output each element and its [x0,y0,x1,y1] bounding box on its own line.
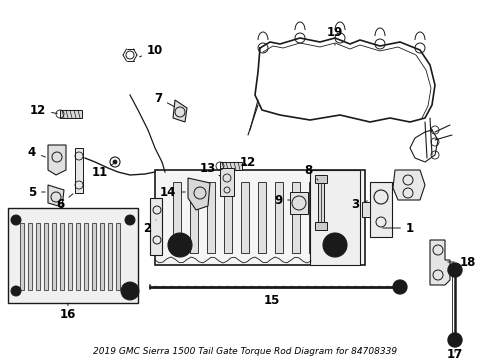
Circle shape [452,267,458,273]
Text: 1: 1 [383,221,414,234]
Bar [150,198,162,255]
Polygon shape [173,100,187,122]
Circle shape [393,280,407,294]
Text: 13: 13 [200,162,220,176]
Text: 5: 5 [28,185,45,198]
Text: 2: 2 [143,220,156,234]
Text: 4: 4 [28,145,46,158]
Text: 7: 7 [154,91,174,107]
Text: 3: 3 [351,198,368,211]
Circle shape [168,233,192,257]
Text: 11: 11 [92,164,113,179]
Circle shape [121,282,139,300]
Circle shape [448,263,462,277]
Bar [275,182,283,253]
Text: 2019 GMC Sierra 1500 Tail Gate Torque Rod Diagram for 84708339: 2019 GMC Sierra 1500 Tail Gate Torque Ro… [93,347,397,356]
Bar [290,192,308,214]
Circle shape [11,215,21,225]
Polygon shape [48,145,66,175]
Bar [60,110,82,118]
Circle shape [113,160,117,164]
Text: 14: 14 [160,185,185,198]
Bar [155,170,365,265]
Bar [75,148,83,193]
Bar [100,223,104,290]
Bar [84,223,88,290]
Bar [309,182,317,253]
Bar [173,182,181,253]
Bar [315,175,327,183]
Bar [207,182,215,253]
Text: 6: 6 [56,194,73,211]
Bar [292,182,300,253]
Bar [220,162,242,170]
Bar [36,223,40,290]
Text: 12: 12 [240,156,256,168]
Bar [258,182,266,253]
Bar [224,182,232,253]
Bar [343,182,351,253]
Bar [190,182,198,253]
Bar [60,223,64,290]
Bar [8,208,138,303]
Bar [370,182,392,237]
Text: 16: 16 [60,303,76,321]
Bar [116,223,120,290]
Bar [20,223,24,290]
Polygon shape [430,240,450,285]
Text: 9: 9 [274,194,290,207]
Bar [92,223,96,290]
Bar [241,182,249,253]
Bar [108,223,112,290]
Bar [362,202,370,217]
Text: 8: 8 [304,163,318,180]
Bar [318,175,324,230]
Bar [326,182,334,253]
Bar [44,223,48,290]
Text: 19: 19 [327,26,343,45]
Text: 17: 17 [447,348,463,360]
Bar [52,223,56,290]
Polygon shape [188,178,210,210]
Text: 12: 12 [30,104,57,117]
Bar [76,223,80,290]
Circle shape [125,215,135,225]
Bar [220,168,234,196]
Circle shape [452,337,458,343]
Circle shape [11,286,21,296]
Circle shape [448,333,462,347]
Bar [315,222,327,230]
Polygon shape [393,170,425,200]
Polygon shape [48,185,64,207]
Circle shape [323,233,347,257]
Text: 18: 18 [448,256,476,269]
Text: 10: 10 [140,44,163,57]
Bar [68,223,72,290]
Bar [28,223,32,290]
Text: 15: 15 [264,287,280,306]
Bar [310,170,360,265]
